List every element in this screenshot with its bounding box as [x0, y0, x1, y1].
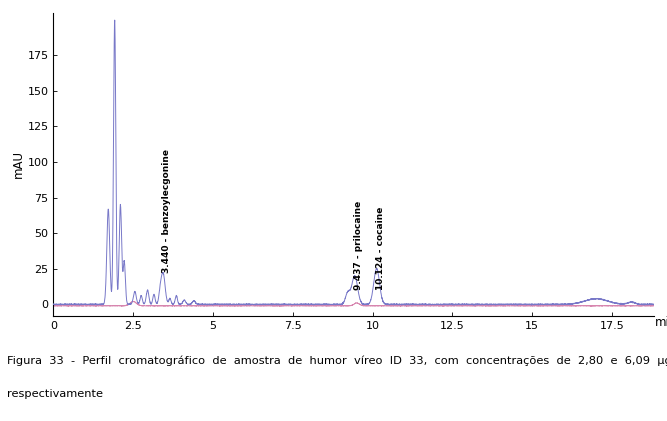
Text: respectivamente: respectivamente	[7, 389, 103, 400]
Text: 10.124 - cocaine: 10.124 - cocaine	[376, 207, 385, 290]
Text: 3.440 - benzoylecgonine: 3.440 - benzoylecgonine	[162, 149, 171, 273]
Y-axis label: mAU: mAU	[11, 150, 25, 178]
Text: 9.437 - prilocaine: 9.437 - prilocaine	[354, 201, 363, 290]
Text: Figura  33  -  Perfil  cromatográfico  de  amostra  de  humor  víreo  ID  33,  c: Figura 33 - Perfil cromatográfico de amo…	[7, 356, 667, 366]
Text: min: min	[655, 316, 667, 329]
